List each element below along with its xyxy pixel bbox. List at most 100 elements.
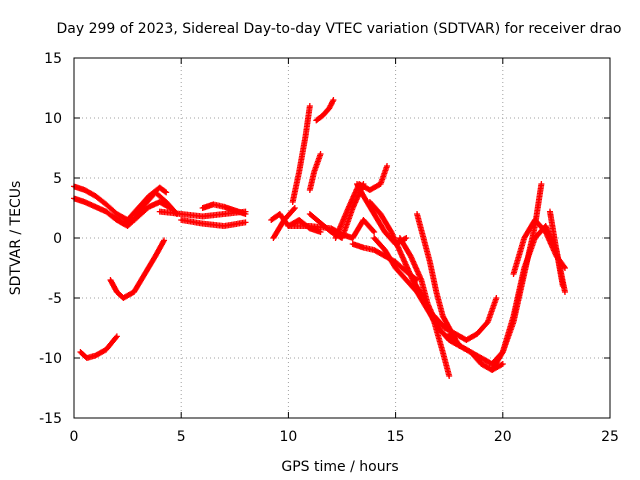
data-point xyxy=(411,279,414,281)
data-point xyxy=(315,119,318,122)
data-point xyxy=(501,363,504,365)
data-point xyxy=(512,315,515,317)
series-arc-13 xyxy=(313,97,337,124)
data-point xyxy=(405,237,408,239)
data-point xyxy=(165,201,168,203)
data-point xyxy=(351,207,354,209)
data-point xyxy=(223,205,226,208)
series-arc-5 xyxy=(109,189,180,227)
data-point xyxy=(83,189,86,191)
data-point xyxy=(283,219,286,221)
data-point xyxy=(105,203,108,206)
data-point xyxy=(83,201,86,203)
data-point xyxy=(480,363,483,365)
data-point xyxy=(437,327,440,329)
x-tick-label: 5 xyxy=(177,429,186,445)
data-point xyxy=(233,209,236,212)
data-point xyxy=(244,221,247,224)
data-point xyxy=(163,239,166,242)
data-point xyxy=(347,207,350,209)
series-arc-11 xyxy=(289,103,313,205)
data-point xyxy=(443,327,446,329)
data-point xyxy=(165,191,168,194)
data-point xyxy=(94,354,97,357)
data-point xyxy=(298,219,301,221)
data-point xyxy=(308,105,311,107)
data-point xyxy=(491,369,494,371)
y-tick-label: -15 xyxy=(39,411,62,427)
x-tick-label: 0 xyxy=(70,429,79,445)
y-axis-label: SDTVAR / TECUs xyxy=(8,181,24,296)
data-point xyxy=(148,205,151,208)
data-point xyxy=(426,303,429,305)
series-arc-6 xyxy=(156,208,249,220)
data-point xyxy=(330,231,333,233)
series-arc-1 xyxy=(71,183,170,223)
data-point xyxy=(115,335,118,338)
data-point xyxy=(308,189,311,191)
data-point xyxy=(79,351,82,353)
data-point xyxy=(308,225,311,227)
data-point xyxy=(319,153,322,155)
data-point xyxy=(287,225,290,227)
data-point xyxy=(555,249,558,251)
data-point xyxy=(416,279,419,281)
data-point xyxy=(94,195,97,197)
data-point xyxy=(544,225,547,227)
data-point xyxy=(362,246,365,249)
data-point xyxy=(278,213,281,215)
x-tick-label: 15 xyxy=(387,429,405,445)
data-point xyxy=(133,219,136,221)
data-point xyxy=(158,210,161,213)
data-point xyxy=(362,195,365,197)
data-point xyxy=(122,297,125,299)
data-point xyxy=(469,351,472,353)
data-point xyxy=(433,315,436,317)
data-point xyxy=(422,237,425,239)
series-arc-4 xyxy=(107,237,168,301)
data-point xyxy=(115,291,118,293)
chart-title: Day 299 of 2023, Sidereal Day-to-day VTE… xyxy=(56,21,621,37)
data-point xyxy=(448,333,451,335)
data-point xyxy=(448,375,451,377)
data-point xyxy=(362,219,365,221)
x-axis-label: GPS time / hours xyxy=(281,459,398,475)
data-point xyxy=(523,267,526,269)
data-point xyxy=(563,267,566,269)
x-tick-label: 10 xyxy=(279,429,297,445)
data-point xyxy=(435,291,438,293)
data-point xyxy=(448,339,451,341)
data-point xyxy=(105,348,108,351)
data-point xyxy=(304,135,307,137)
data-point xyxy=(401,255,404,257)
data-point xyxy=(533,237,536,239)
data-point xyxy=(201,207,204,209)
data-point xyxy=(373,249,376,251)
tick-labels: 0 5 10 15 20 25 -15 -10 -5 0 5 10 15 xyxy=(39,51,619,445)
data-point xyxy=(540,183,543,185)
data-point xyxy=(143,273,146,275)
data-point xyxy=(373,231,376,233)
data-point xyxy=(244,213,247,215)
series-arc-23 xyxy=(431,295,500,343)
data-point xyxy=(480,357,483,359)
x-tick-label: 25 xyxy=(601,429,619,445)
y-tick-label: 5 xyxy=(53,171,62,187)
data-point xyxy=(458,345,461,347)
y-tick-label: 10 xyxy=(44,111,62,127)
data-point xyxy=(383,231,386,233)
data-point xyxy=(441,351,444,353)
data-point xyxy=(386,165,389,167)
data-point xyxy=(105,210,108,213)
data-point xyxy=(548,210,551,213)
data-point xyxy=(223,225,226,227)
series-arc-10 xyxy=(270,205,298,241)
series-arc-3 xyxy=(77,333,120,361)
data-point xyxy=(133,291,136,293)
data-point xyxy=(223,213,226,215)
data-point xyxy=(319,231,322,233)
data-point xyxy=(330,227,333,230)
data-point xyxy=(122,222,125,225)
